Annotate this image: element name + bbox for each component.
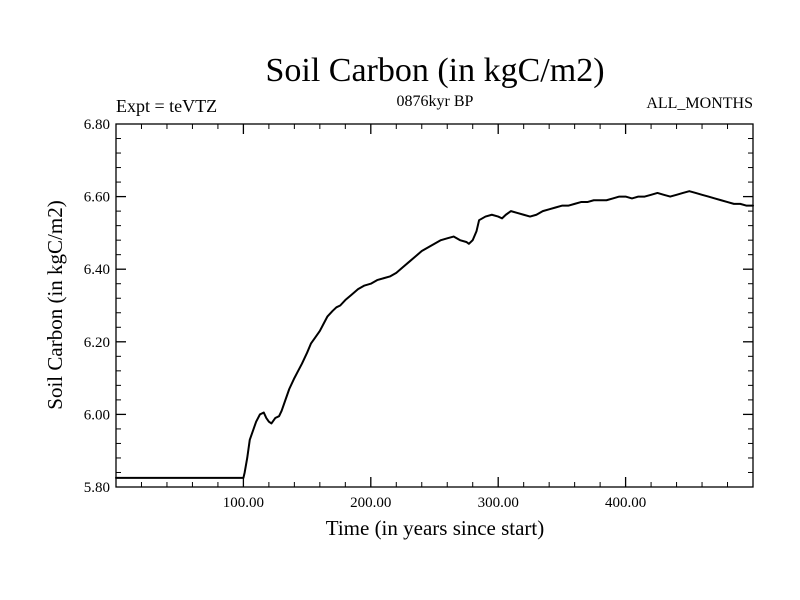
- y-axis-label: Soil Carbon (in kgC/m2): [43, 200, 67, 409]
- x-tick-label: 300.00: [478, 495, 519, 511]
- y-tick-label: 6.20: [84, 335, 110, 351]
- x-tick-label: 200.00: [350, 495, 391, 511]
- x-tick-label: 100.00: [223, 495, 264, 511]
- subtitle-center: 0876kyr BP: [397, 93, 474, 110]
- y-tick-label: 6.00: [84, 407, 110, 423]
- soil-carbon-line: [115, 190, 754, 479]
- subtitle-left: Expt = teVTZ: [116, 96, 217, 116]
- y-tick-label: 6.80: [84, 117, 110, 133]
- y-tick-label: 6.40: [84, 262, 110, 278]
- y-tick-label: 5.80: [84, 480, 110, 496]
- x-axis-label: Time (in years since start): [326, 516, 545, 540]
- axis-ticks: [116, 124, 753, 487]
- plot-frame: [115, 123, 754, 488]
- chart-title: Soil Carbon (in kgC/m2): [265, 52, 604, 89]
- x-tick-label: 400.00: [605, 495, 646, 511]
- subtitle-right: ALL_MONTHS: [646, 95, 753, 112]
- y-tick-label: 6.60: [84, 190, 110, 206]
- axis-tick-labels: 100.00 200.00 300.00 400.00 5.80 6.00 6.20 6.40…: [84, 117, 646, 511]
